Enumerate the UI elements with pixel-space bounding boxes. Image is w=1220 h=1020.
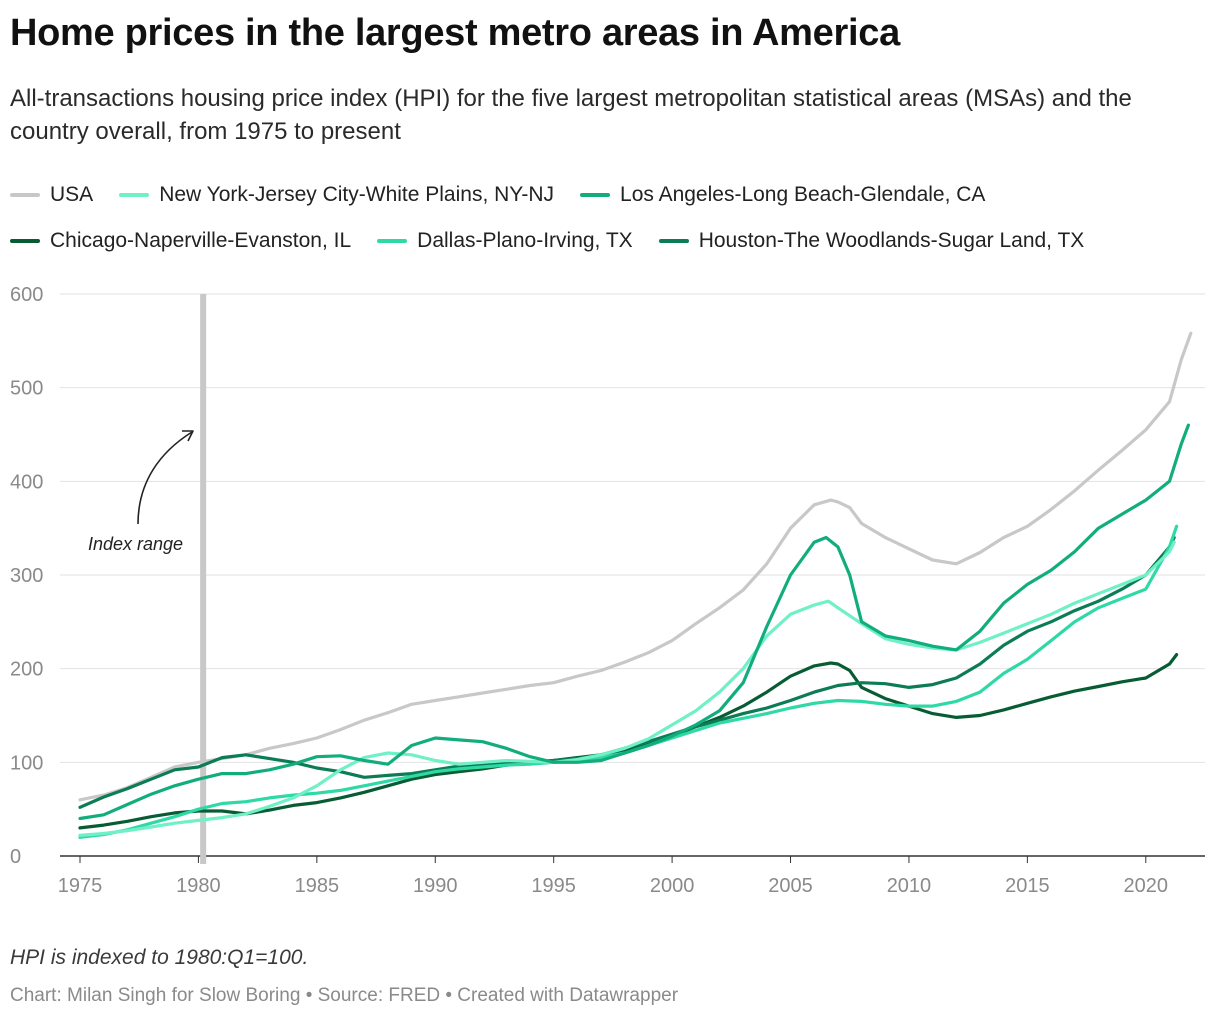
legend-label-chicago: Chicago-Naperville-Evanston, IL	[50, 229, 352, 252]
y-tick-label-500: 500	[10, 378, 43, 400]
y-tick-label-0: 0	[10, 846, 21, 868]
x-tick-label-1995: 1995	[531, 875, 576, 897]
legend-row-1: USA New York-Jersey City-White Plains, N…	[10, 172, 1210, 218]
x-tick-label-1985: 1985	[295, 875, 340, 897]
x-tick-label-2000: 2000	[650, 875, 695, 897]
grid-lines	[60, 293, 1205, 857]
legend-swatch-chicago	[10, 239, 40, 243]
x-tick-label-2015: 2015	[1005, 875, 1050, 897]
x-tick-label-2010: 2010	[887, 875, 932, 897]
series-line-new	[78, 540, 1176, 837]
annotation-arrow	[137, 431, 193, 525]
series-line-houston	[78, 535, 1176, 809]
annotation-arrowhead	[182, 430, 194, 442]
chart-title: Home prices in the largest metro areas i…	[10, 12, 900, 54]
y-axis-tick-labels: 0 100 200 300 400 500 600	[10, 284, 43, 868]
legend-swatch-dallas	[377, 239, 408, 243]
x-tick-label-1975: 1975	[58, 875, 103, 897]
x-tick-label-1980: 1980	[176, 875, 221, 897]
series-line-dallas	[78, 524, 1179, 839]
index-range-annotation: Index range	[88, 294, 207, 864]
y-tick-label-200: 200	[10, 659, 43, 681]
x-tick-label-2005: 2005	[768, 875, 813, 897]
chart-note: HPI is indexed to 1980:Q1=100.	[10, 946, 309, 969]
x-tick-label-2020: 2020	[1124, 875, 1169, 897]
legend-swatch-usa	[10, 193, 40, 197]
legend-swatch-houston	[658, 239, 689, 243]
legend-label-new-york: New York-Jersey City-White Plains, NY-NJ	[159, 183, 555, 206]
legend-label-usa: USA	[50, 183, 94, 206]
legend-item-chicago: Chicago-Naperville-Evanston, IL	[10, 229, 351, 253]
x-tick-label-1990: 1990	[413, 875, 458, 897]
x-axis-tick-labels: 1975 1980 1985 1990 1995 2000 2005 2010 2015 2020	[58, 856, 1168, 897]
y-tick-label-300: 300	[10, 565, 43, 587]
y-tick-label-400: 400	[10, 471, 43, 493]
chart-legend: USA New York-Jersey City-White Plains, N…	[10, 172, 1210, 264]
legend-item-new-york: New York-Jersey City-White Plains, NY-NJ	[119, 183, 554, 207]
y-tick-label-100: 100	[10, 752, 43, 774]
legend-item-los-angeles: Los Angeles-Long Beach-Glendale, CA	[580, 183, 985, 207]
legend-swatch-new-york	[119, 193, 150, 197]
legend-swatch-los-angeles	[580, 193, 611, 197]
annotation-label: Index range	[88, 534, 183, 554]
legend-row-2: Chicago-Naperville-Evanston, IL Dallas-P…	[10, 218, 1210, 264]
series-line-los	[78, 423, 1190, 821]
legend-label-houston: Houston-The Woodlands-Sugar Land, TX	[698, 229, 1085, 252]
legend-label-los-angeles: Los Angeles-Long Beach-Glendale, CA	[620, 183, 986, 206]
legend-item-dallas: Dallas-Plano-Irving, TX	[377, 229, 633, 253]
y-tick-label-600: 600	[10, 284, 43, 306]
legend-item-houston: Houston-The Woodlands-Sugar Land, TX	[658, 229, 1085, 253]
legend-label-dallas: Dallas-Plano-Irving, TX	[417, 229, 633, 252]
chart-subtitle: All-transactions housing price index (HP…	[10, 85, 1132, 145]
series-lines	[78, 331, 1193, 839]
chart-credit: Chart: Milan Singh for Slow Boring • Sou…	[10, 985, 679, 1006]
legend-item-usa: USA	[10, 183, 93, 207]
line-chart: 0 100 200 300 400 500 600 1975 1980 1985 1990 1995…	[10, 284, 1205, 897]
series-line-usa	[78, 331, 1193, 802]
